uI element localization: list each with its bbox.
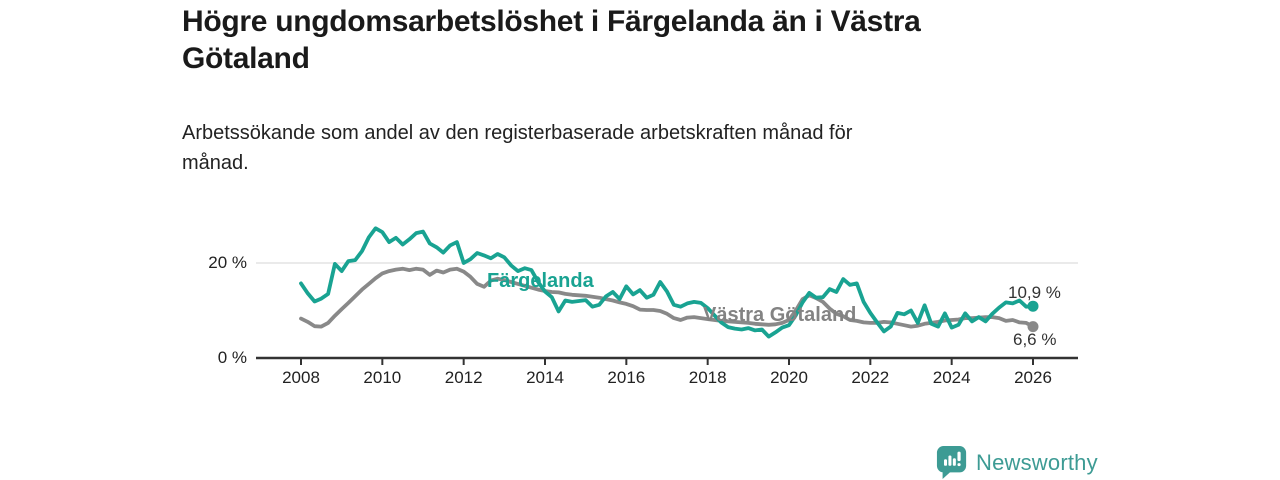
newsworthy-logo: Newsworthy: [936, 445, 1098, 480]
x-axis-tick-label: 2026: [1014, 368, 1052, 387]
y-axis-tick-label: 0 %: [217, 348, 247, 367]
newsworthy-chart-bubble-icon: [936, 446, 967, 479]
end-value-label-vastra-gotaland: 6,6 %: [1013, 330, 1057, 349]
x-axis-tick-label: 2018: [688, 368, 727, 387]
x-axis-tick-label: 2020: [770, 368, 808, 387]
data-lines: [299, 226, 1035, 339]
y-axis-tick-label: 20 %: [208, 253, 247, 272]
x-axis-tick-label: 2012: [444, 368, 483, 387]
series-label-fargelanda: Färgelanda: [487, 270, 594, 292]
x-axis-tick-label: 2010: [363, 368, 402, 387]
x-axis-tick-label: 2022: [851, 368, 890, 387]
newsworthy-wordmark: Newsworthy: [976, 450, 1098, 475]
series-label-vastra-gotaland: Västra Götaland: [703, 304, 857, 326]
chart-subtitle: Arbetssökande som andel av den registerb…: [182, 122, 853, 174]
chart-title: Högre ungdomsarbetslöshet i Färgelanda ä…: [182, 5, 921, 75]
end-value-label-fargelanda: 10,9 %: [1008, 283, 1061, 302]
x-axis: [256, 356, 1078, 365]
x-axis-tick-label: 2008: [282, 368, 320, 387]
line-end-dots: [1027, 300, 1039, 333]
x-axis-tick-label: 2014: [526, 368, 564, 387]
x-axis-tick-label: 2016: [607, 368, 646, 387]
x-axis-tick-label: 2024: [932, 368, 971, 387]
